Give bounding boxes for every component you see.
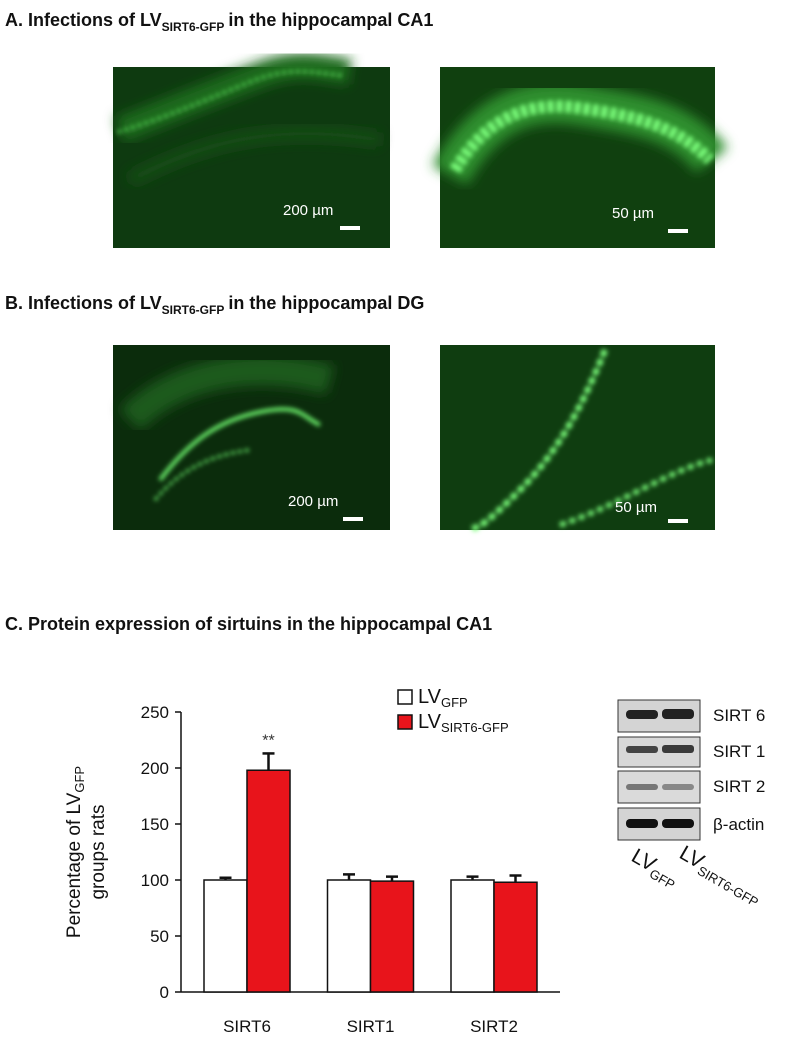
y-tick-label: 150 (141, 815, 169, 834)
title-text: A. Infections of LV (5, 10, 162, 30)
band-label: β-actin (713, 815, 764, 834)
legend-name: LV (418, 686, 442, 708)
legend-swatch (397, 689, 413, 705)
band-label: SIRT 6 (713, 706, 765, 725)
title-text: in the hippocampal DG (228, 293, 424, 313)
title-subscript: SIRT6-GFP (162, 20, 225, 34)
scale-label: 50 µm (615, 499, 657, 516)
panel-a-title: A. Infections of LVSIRT6-GFP in the hippo… (5, 10, 433, 34)
title-text: B. Infections of LV (5, 293, 162, 313)
micrograph (432, 67, 728, 248)
lane-label: LVGFP (626, 844, 683, 892)
micrograph (113, 53, 390, 248)
significance: ** (262, 732, 274, 749)
y-axis-label: Percentage of LVGFP (64, 766, 87, 938)
y-axis-label: groups rats (88, 804, 109, 899)
x-tick-label: SIRT6 (223, 1017, 271, 1036)
title-text: in the hippocampal CA1 (228, 10, 433, 30)
x-tick-label: SIRT1 (347, 1017, 395, 1036)
legend-entry: LVSIRT6-GFP (418, 711, 509, 735)
lane-subscript: SIRT6-GFP (695, 863, 761, 910)
lane-label: LVSIRT6-GFP (674, 841, 767, 909)
y-tick-label: 50 (150, 927, 169, 946)
y-tick-label: 200 (141, 759, 169, 778)
legend-swatch (397, 714, 413, 730)
bar (326, 879, 372, 993)
axis-label-subscript: GFP (72, 766, 87, 793)
bar (203, 879, 248, 993)
band-label: SIRT 1 (713, 742, 765, 761)
bar (493, 881, 538, 993)
y-tick-label: 0 (160, 983, 169, 1002)
western-blot: SIRT 6 SIRT 1 SIRT 2 β-actin LVGFPLVSIRT6-GF… (617, 699, 767, 910)
band-label: SIRT 2 (713, 777, 765, 796)
micrograph (113, 345, 390, 530)
legend-subscript: SIRT6-GFP (441, 720, 509, 735)
scale-label: 200 µm (283, 202, 333, 219)
micrograph (440, 345, 715, 533)
panel-c-title: C. Protein expression of sirtuins in the… (5, 614, 492, 634)
scale-label: 200 µm (288, 493, 338, 510)
y-tick-label: 250 (141, 703, 169, 722)
legend-entry: LVGFP (418, 686, 468, 710)
panel-b-title: B. Infections of LVSIRT6-GFP in the hippo… (5, 293, 424, 317)
title-subscript: SIRT6-GFP (162, 303, 225, 317)
legend-name: LV (418, 711, 442, 733)
bar (450, 879, 495, 993)
y-tick-label: 100 (141, 871, 169, 890)
bar (369, 880, 415, 993)
x-tick-label: SIRT2 (470, 1017, 518, 1036)
bar (246, 769, 291, 993)
scale-label: 50 µm (612, 205, 654, 222)
axis-label-text: Percentage of LV (64, 792, 85, 938)
lane-subscript: GFP (647, 866, 678, 892)
legend-subscript: GFP (441, 695, 468, 710)
